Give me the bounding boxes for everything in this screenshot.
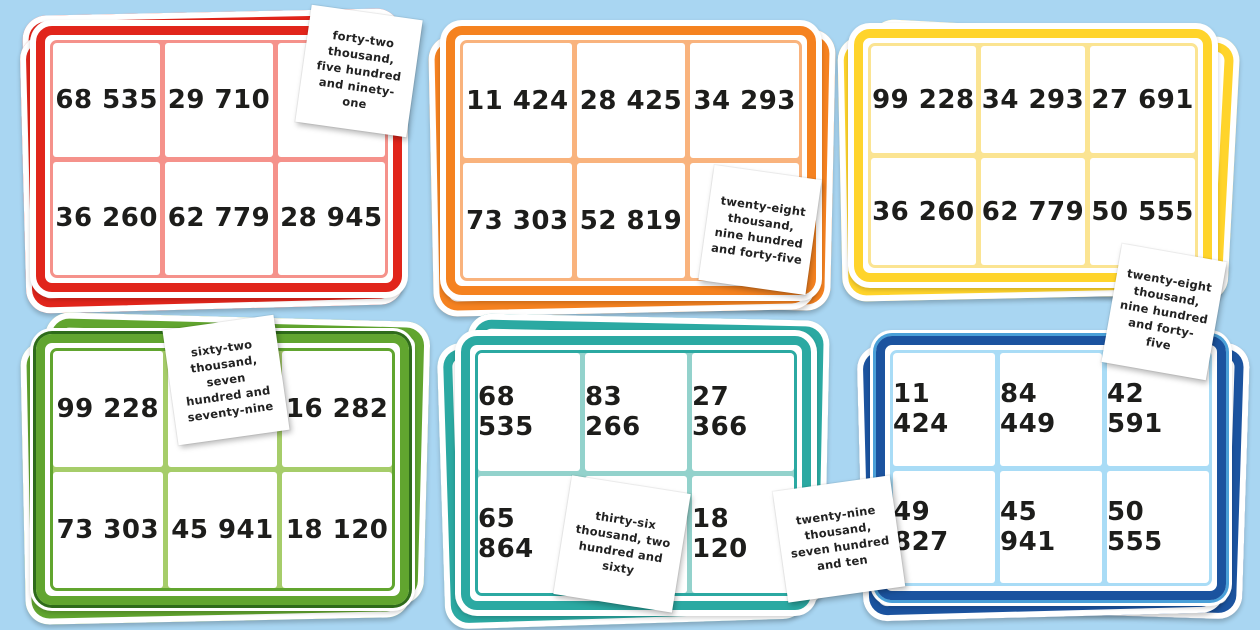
bingo-cell: 99 228 [53, 351, 163, 467]
bingo-cell: 29 710 [165, 43, 273, 157]
number-word-card[interactable]: sixty-two thousand, seven hundred and se… [162, 314, 290, 446]
bingo-card-face: 99 228 34 293 27 691 36 260 62 779 50 55… [848, 23, 1218, 288]
number-word-card[interactable]: thirty-six thousand, two hundred and six… [553, 475, 691, 613]
card-border-ring: 11 424 28 425 34 293 73 303 52 819 [446, 26, 816, 295]
bingo-cell: 49 827 [893, 470, 995, 583]
bingo-grid: 11 424 28 425 34 293 73 303 52 819 [463, 43, 799, 278]
bingo-card-yellow: 99 228 34 293 27 691 36 260 62 779 50 55… [837, 18, 1241, 303]
bingo-card-face: 11 424 84 449 42 591 49 827 45 941 50 55… [870, 330, 1232, 606]
bingo-cell: 27 691 [1090, 46, 1195, 153]
number-word-text: twenty-nine thousand, seven hundred and … [789, 502, 891, 574]
number-word-card[interactable]: forty-two thousand, five hundred and nin… [295, 4, 423, 138]
bingo-cell: 27 366 [692, 353, 794, 471]
bingo-cell: 52 819 [576, 163, 686, 278]
bingo-cell: 50 555 [1107, 470, 1209, 583]
number-word-text: forty-two thousand, five hundred and nin… [315, 27, 403, 112]
bingo-grid: 11 424 84 449 42 591 49 827 45 941 50 55… [893, 353, 1209, 583]
bingo-cell: 68 535 [478, 353, 580, 471]
bingo-cell: 34 293 [980, 46, 1086, 153]
bingo-cell: 16 282 [282, 351, 392, 467]
bingo-cell: 18 120 [282, 472, 392, 588]
bingo-cell: 50 555 [1090, 158, 1195, 265]
bingo-cell: 62 779 [980, 158, 1086, 265]
card-border-ring: 99 228 34 293 27 691 36 260 62 779 50 55… [854, 29, 1212, 282]
bingo-grid: 99 228 34 293 27 691 36 260 62 779 50 55… [871, 46, 1195, 265]
bingo-cell: 18 120 [692, 475, 794, 593]
bingo-cell: 28 945 [277, 161, 385, 275]
number-word-card[interactable]: twenty-eight thousand, nine hundred and … [698, 165, 822, 295]
card-inner-frame: 11 424 28 425 34 293 73 303 52 819 [460, 40, 802, 281]
number-word-text: sixty-two thousand, seven hundred and se… [185, 336, 275, 425]
bingo-cell: 11 424 [463, 43, 572, 158]
bingo-cell: 45 941 [167, 472, 278, 588]
number-word-text: twenty-eight thousand, nine hundred and … [1118, 265, 1214, 353]
bingo-cell: 84 449 [1000, 353, 1102, 466]
number-word-card[interactable]: twenty-nine thousand, seven hundred and … [772, 475, 906, 603]
bingo-cell: 73 303 [53, 472, 163, 588]
bingo-cell: 68 535 [53, 43, 161, 157]
bingo-cell: 45 941 [1000, 470, 1102, 583]
number-word-text: twenty-eight thousand, nine hundred and … [710, 193, 807, 268]
bingo-cell: 36 260 [53, 161, 161, 275]
card-inner-frame: 99 228 34 293 27 691 36 260 62 779 50 55… [868, 43, 1198, 268]
number-word-card[interactable]: twenty-eight thousand, nine hundred and … [1101, 243, 1227, 381]
bingo-cell: 11 424 [893, 353, 995, 466]
bingo-cell: 99 228 [871, 46, 976, 153]
card-inner-frame: 11 424 84 449 42 591 49 827 45 941 50 55… [890, 350, 1212, 586]
card-border-ring: 11 424 84 449 42 591 49 827 45 941 50 55… [876, 336, 1226, 600]
bingo-cell: 36 260 [871, 158, 976, 265]
bingo-cell: 83 266 [585, 353, 687, 471]
bingo-card-blue: 11 424 84 449 42 591 49 827 45 941 50 55… [856, 330, 1251, 622]
bingo-cell: 28 425 [576, 43, 686, 158]
bingo-cell: 73 303 [463, 163, 572, 278]
bingo-cell: 62 779 [165, 161, 273, 275]
bingo-cell: 34 293 [690, 43, 799, 158]
number-word-text: thirty-six thousand, two hundred and six… [574, 508, 672, 578]
